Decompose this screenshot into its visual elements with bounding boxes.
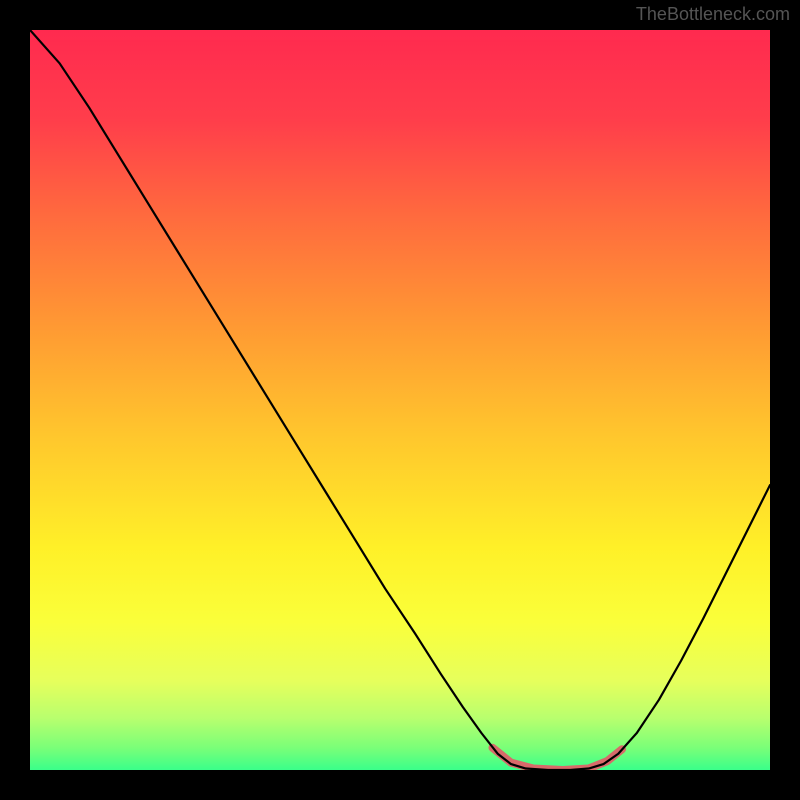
plot-area bbox=[30, 30, 770, 770]
gradient-background bbox=[30, 30, 770, 770]
watermark-text: TheBottleneck.com bbox=[636, 4, 790, 25]
